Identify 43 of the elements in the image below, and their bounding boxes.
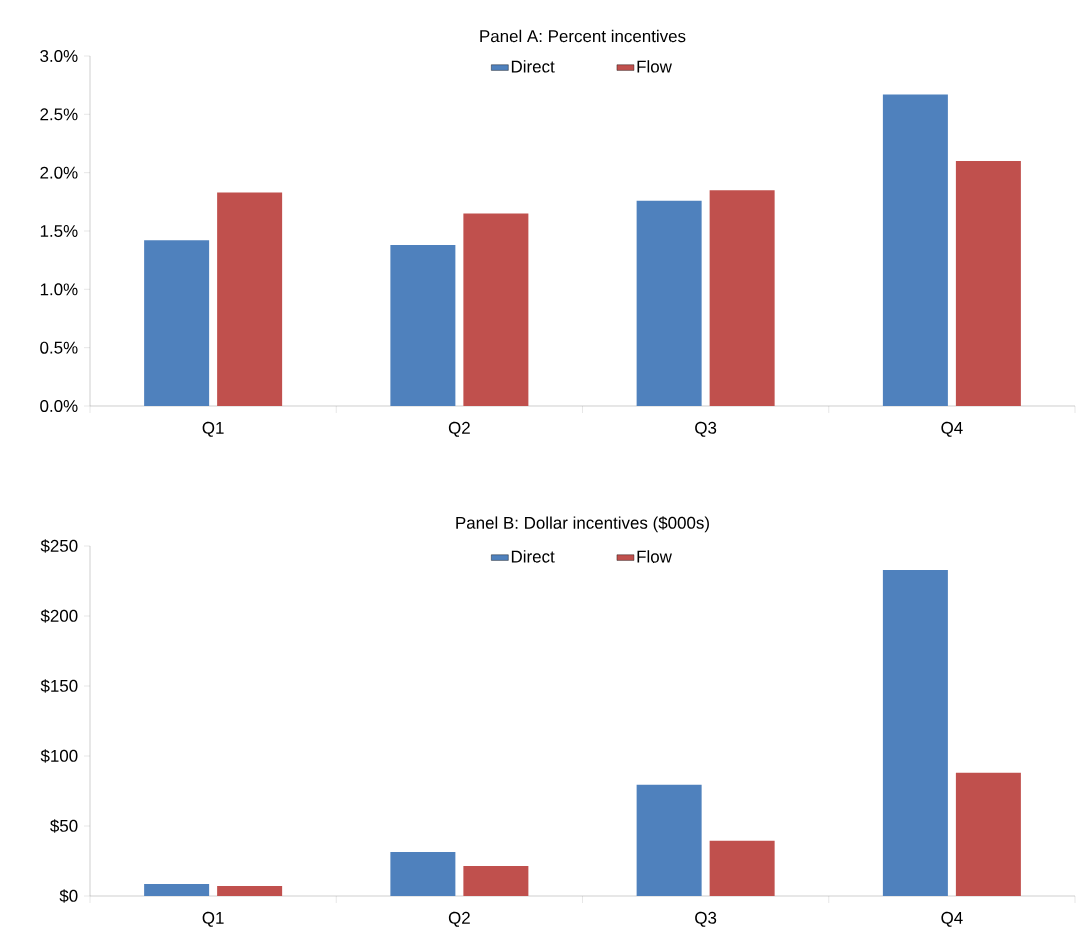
y-tick-label: $100: [40, 749, 78, 763]
y-tick-label: 0.5%: [40, 341, 78, 354]
x-tick-label: Q2: [448, 911, 470, 927]
y-tick-label: $0: [59, 889, 78, 903]
bar: [144, 240, 210, 406]
y-tick-label: $250: [40, 539, 78, 553]
bar: [882, 570, 948, 896]
y-tick-label: $200: [40, 609, 78, 623]
bar: [217, 885, 283, 896]
bar: [955, 772, 1021, 896]
chart-title: Panel B: Dollar incentives ($000s): [456, 516, 709, 533]
y-tick-label: 2.5%: [40, 108, 78, 121]
bar: [709, 840, 775, 896]
bar: [463, 213, 529, 406]
x-tick-label: Q3: [695, 421, 717, 437]
chart-title: Panel A: Percent incentives: [480, 29, 686, 43]
y-tick-label: 3.0%: [40, 49, 78, 62]
x-tick-label: Q4: [941, 911, 963, 927]
y-tick-label: 2.0%: [40, 166, 78, 179]
y-tick-label: 0.0%: [40, 400, 78, 412]
bar: [955, 160, 1021, 406]
bar: [636, 200, 702, 406]
x-tick-label: Q1: [202, 911, 224, 927]
legend-label: Flow: [637, 550, 672, 563]
x-tick-label: Q4: [941, 421, 963, 437]
legend-label: Flow: [637, 60, 672, 73]
y-tick-label: 1.5%: [40, 225, 78, 237]
y-tick-label: $50: [50, 819, 78, 833]
bar: [882, 94, 948, 406]
bar: [636, 784, 702, 896]
legend-label: Direct: [511, 550, 555, 563]
y-tick-label: $150: [40, 679, 78, 693]
bar: [217, 192, 283, 406]
x-tick-label: Q3: [695, 911, 717, 927]
bar: [390, 244, 456, 406]
x-tick-label: Q2: [448, 421, 470, 437]
bar: [709, 190, 775, 406]
bar: [144, 883, 210, 896]
bar: [463, 865, 529, 896]
legend-label: Direct: [511, 60, 555, 73]
x-tick-label: Q1: [202, 421, 224, 437]
bar: [390, 851, 456, 896]
y-tick-label: 1.0%: [40, 283, 78, 296]
